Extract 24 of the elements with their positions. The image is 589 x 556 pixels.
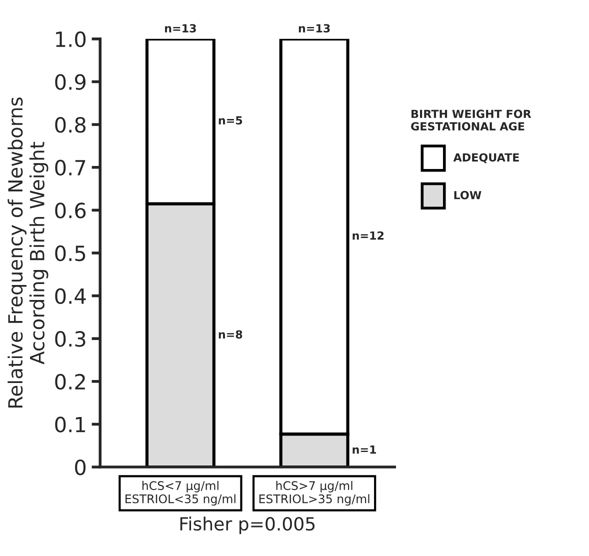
y-tick-label: 0.4: [55, 288, 86, 304]
y-tick-label: 0.2: [55, 374, 85, 390]
annotation: n=8: [218, 330, 242, 339]
annotation: n=5: [218, 116, 242, 125]
y-axis-title: Relative Frequency of Newborns According Birth Weight: [8, 97, 48, 408]
y-tick-label: 0.3: [55, 331, 86, 347]
y-tick-label: 0.5: [55, 245, 86, 262]
y-tick-label: 0.9: [55, 74, 86, 90]
annotation: n=13: [298, 24, 330, 32]
annotation: n=1: [352, 446, 376, 454]
legend-title: BIRTH WEIGHT FOR GESTATIONAL AGE: [411, 110, 532, 131]
y-tick-label: 1.0: [56, 31, 86, 48]
annotation: n=12: [352, 231, 384, 240]
annotation: n=13: [165, 24, 196, 32]
x-axis-title: Fisher p=0.005: [180, 516, 315, 534]
y-tick-label: 0.7: [55, 160, 86, 176]
y-tick-label: 0.6: [55, 202, 86, 218]
x-tick-label: hCS>7 µg/ml ESTRIOL>35 ng/ml: [259, 480, 370, 506]
y-tick-label: 0.1: [55, 416, 86, 432]
y-tick-label: 0.8: [55, 116, 86, 133]
legend-label: ADEQUATE: [453, 153, 519, 164]
y-tick-label: 0: [75, 459, 86, 476]
legend-label: LOW: [454, 190, 482, 200]
x-tick-label: hCS<7 µg/ml ESTRIOL<35 ng/ml: [126, 480, 236, 506]
